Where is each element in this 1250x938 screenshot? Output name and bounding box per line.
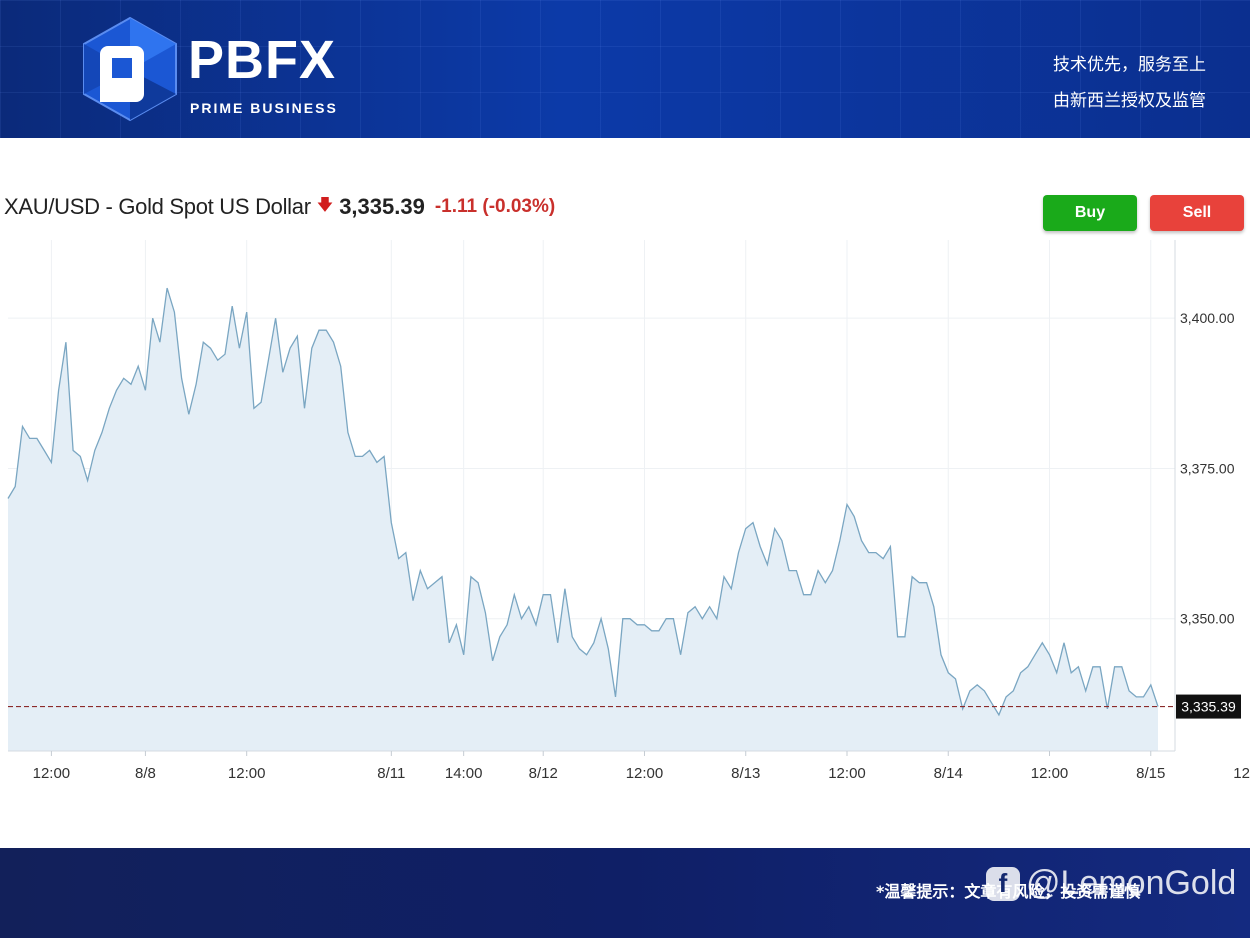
y-tick-label: 3,350.00 — [1180, 611, 1235, 627]
x-tick-label: 8/11 — [377, 765, 405, 782]
brand-logo-icon — [83, 16, 177, 122]
last-price-label-box — [1176, 694, 1241, 719]
x-tick-label: 12:00 — [1031, 765, 1069, 782]
x-tick-label: 8/12 — [529, 765, 558, 782]
price-area-fill — [8, 288, 1158, 751]
price-series-line — [7, 287, 1159, 717]
x-tick-label: 12:00 — [228, 765, 266, 782]
footer-banner — [0, 848, 1250, 938]
x-tick-label: 12:00 — [33, 765, 71, 782]
header-banner: PBFX PRIME BUSINESS 技术优先，服务至上 由新西兰授权及监管 — [0, 0, 1250, 138]
sell-button[interactable]: Sell — [1150, 195, 1244, 231]
watermark: f @LemonGold — [986, 864, 1236, 903]
social-logo-icon: f — [986, 866, 1020, 901]
x-tick-label: 8/8 — [135, 765, 156, 782]
price-chart: 3,350.00 3,375.00 3,400.00 3,335.39 12:00 8/8… — [7, 240, 1250, 782]
x-tick-label: 12:00 — [1233, 765, 1250, 782]
x-tick-label: 8/13 — [731, 765, 760, 782]
x-tick-label: 8/14 — [934, 765, 963, 782]
x-tick-label: 8/15 — [1136, 765, 1165, 782]
arrow-down-icon: 🡇 — [316, 196, 334, 214]
current-price: 3,335.39 — [339, 194, 425, 219]
ticker-bar: XAU/USD - Gold Spot US Dollar 🡇 3,335.39… — [4, 192, 555, 222]
y-tick-label: 3,400.00 — [1180, 310, 1235, 326]
last-price-label: 3,335.39 — [1181, 699, 1236, 715]
x-tick-label: 14:00 — [445, 765, 483, 782]
brand-subtitle: PRIME BUSINESS — [190, 100, 338, 116]
watermark-text: @LemonGold — [1026, 864, 1237, 902]
slogan-line-2: 由新西兰授权及监管 — [1053, 91, 1206, 111]
brand-name: PBFX — [188, 30, 337, 90]
buy-button[interactable]: Buy — [1043, 195, 1137, 231]
header-grid-pattern — [0, 0, 1250, 138]
slogan-line-1: 技术优先，服务至上 — [1053, 55, 1206, 75]
x-tick-label: 12:00 — [626, 765, 664, 782]
price-change: -1.11 (-0.03%) — [434, 196, 556, 217]
y-tick-label: 3,375.00 — [1180, 460, 1235, 476]
instrument-name: XAU/USD - Gold Spot US Dollar — [4, 194, 311, 219]
x-tick-label: 12:00 — [828, 765, 866, 782]
